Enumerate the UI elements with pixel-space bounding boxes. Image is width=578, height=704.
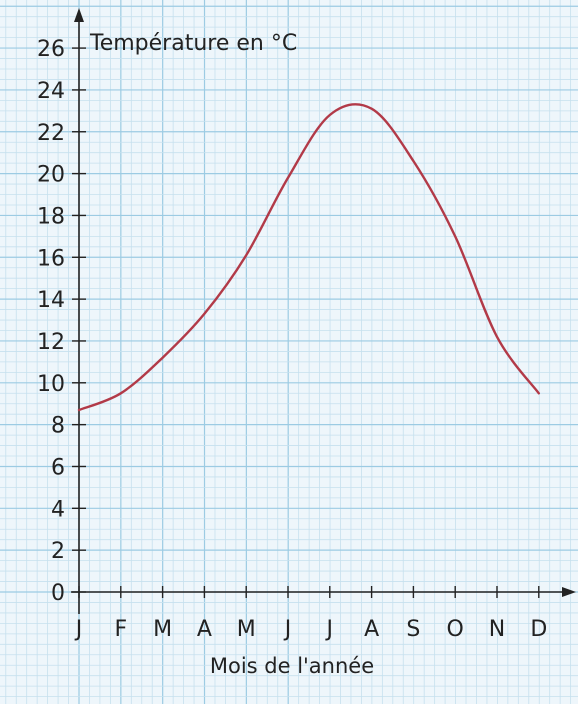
axes bbox=[71, 8, 576, 614]
y-tick-label: 8 bbox=[51, 414, 65, 439]
x-tick-label: A bbox=[364, 617, 379, 642]
y-tick-label: 4 bbox=[51, 497, 65, 522]
x-tick-label: M bbox=[153, 617, 172, 642]
x-tick-label: M bbox=[237, 617, 256, 642]
x-tick-label: S bbox=[406, 617, 420, 642]
series-group bbox=[77, 103, 540, 412]
x-tick-label: O bbox=[447, 617, 464, 642]
y-tick-label: 0 bbox=[51, 581, 65, 606]
y-tick-label: 26 bbox=[37, 37, 65, 62]
y-tick-label: 18 bbox=[37, 204, 65, 229]
y-axis-arrow bbox=[74, 8, 84, 22]
y-tick-label: 2 bbox=[51, 539, 65, 564]
x-tick-label: J bbox=[74, 617, 83, 642]
x-axis-arrow bbox=[562, 587, 576, 597]
y-tick-label: 10 bbox=[37, 372, 65, 397]
y-tick-label: 6 bbox=[51, 455, 65, 480]
y-tick-label: 20 bbox=[37, 163, 65, 188]
x-tick-label: J bbox=[325, 617, 334, 642]
y-tick-label: 22 bbox=[37, 121, 65, 146]
x-tick-label: F bbox=[114, 617, 127, 642]
temperature-line bbox=[77, 103, 540, 412]
y-tick-label: 14 bbox=[37, 288, 65, 313]
x-axis-label: Mois de l'année bbox=[210, 654, 374, 678]
y-tick-label: 12 bbox=[37, 330, 65, 355]
y-axis-label: Température en °C bbox=[89, 31, 297, 56]
x-tick-label: N bbox=[489, 617, 505, 642]
y-tick-label: 16 bbox=[37, 246, 65, 271]
y-tick-label: 24 bbox=[37, 79, 65, 104]
x-tick-label: J bbox=[283, 617, 292, 642]
x-tick-label: D bbox=[530, 617, 547, 642]
x-tick-label: A bbox=[197, 617, 212, 642]
